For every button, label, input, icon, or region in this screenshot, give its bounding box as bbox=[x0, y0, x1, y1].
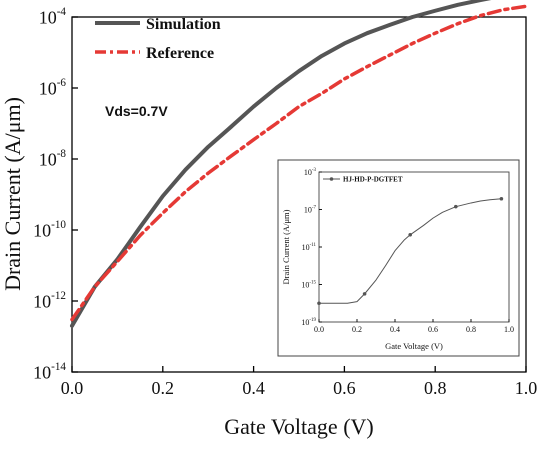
series-marker bbox=[408, 233, 413, 237]
series-marker bbox=[499, 196, 504, 201]
x-tick-label: 0.2 bbox=[152, 378, 175, 398]
main-legend: Simulation Reference bbox=[95, 16, 221, 62]
x-tick-label: 0.6 bbox=[333, 378, 356, 398]
inset-y-axis-label: Drain Current (A/μm) bbox=[281, 209, 291, 284]
inset-legend-label: HJ-HD-P-DGTFET bbox=[343, 176, 403, 184]
inset-x-ticks: 0.0 0.2 0.4 0.6 0.8 1.0 bbox=[314, 319, 514, 334]
inset-y-ticks: 10-19 10-15 10-11 10-7 10-3 bbox=[301, 168, 322, 327]
y-tick-label: 10-10 bbox=[33, 219, 66, 240]
x-tick-label: 1.0 bbox=[515, 378, 538, 398]
x-tick-label: 0.4 bbox=[390, 325, 400, 334]
x-tick-label: 0.8 bbox=[466, 325, 476, 334]
inset-legend-marker bbox=[329, 177, 334, 181]
series-line-0 bbox=[70, 0, 492, 328]
legend-reference-label: Reference bbox=[146, 45, 214, 62]
y-tick-label: 10-7 bbox=[304, 205, 317, 214]
main-plot-frame bbox=[71, 16, 527, 373]
x-tick-label: 1.0 bbox=[504, 325, 514, 334]
y-tick-label: 10-4 bbox=[39, 6, 67, 27]
series-marker bbox=[362, 292, 367, 296]
inset-outer-box bbox=[277, 159, 520, 357]
x-tick-label: 0.8 bbox=[424, 378, 447, 398]
series-marker bbox=[454, 204, 458, 209]
vds-annotation: Vds=0.7V bbox=[105, 103, 168, 119]
x-tick-label: 0.4 bbox=[242, 378, 265, 398]
inset-legend: HJ-HD-P-DGTFET bbox=[323, 176, 403, 184]
main-x-ticks: 0.0 0.2 0.4 0.6 0.8 1.0 bbox=[61, 366, 538, 398]
y-tick-label: 10-15 bbox=[301, 280, 316, 289]
x-tick-label: 0.6 bbox=[428, 325, 438, 334]
series-line-0 bbox=[318, 198, 502, 304]
main-x-axis-label: Gate Voltage (V) bbox=[224, 414, 373, 439]
inset-series-lines bbox=[317, 196, 504, 306]
main-y-axis-label: Drain Current (A/μm) bbox=[0, 97, 25, 291]
inset-chart: 0.0 0.2 0.4 0.6 0.8 1.0 10-1910-1510-1110-710… bbox=[277, 159, 520, 357]
y-tick-label: 10-19 bbox=[301, 318, 316, 327]
legend-simulation-label: Simulation bbox=[146, 16, 221, 33]
series-marker bbox=[317, 301, 321, 306]
x-tick-label: 0.0 bbox=[314, 325, 324, 334]
main-series-lines bbox=[70, 0, 528, 328]
y-tick-label: 10-6 bbox=[39, 77, 67, 98]
y-tick-label: 10-3 bbox=[304, 168, 317, 177]
y-tick-label: 10-11 bbox=[302, 243, 317, 252]
y-tick-label: 10-12 bbox=[33, 290, 66, 311]
inset-x-axis-label: Gate Voltage (V) bbox=[385, 341, 443, 351]
x-tick-label: 0.0 bbox=[61, 378, 84, 398]
x-tick-label: 0.2 bbox=[352, 325, 362, 334]
y-tick-label: 10-8 bbox=[39, 148, 67, 169]
series-line-1 bbox=[70, 4, 528, 322]
